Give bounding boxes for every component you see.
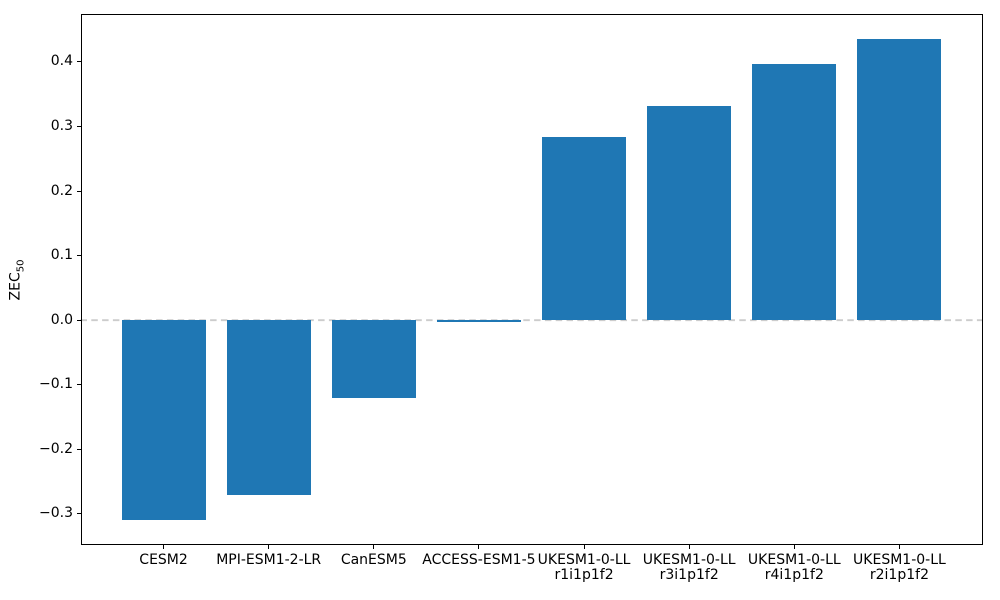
x-tick-label-line: UKESM1-0-LL (537, 552, 631, 568)
x-tick-label: CESM2 (139, 553, 188, 568)
x-tick-label-line: ACCESS-ESM1-5 (422, 552, 536, 568)
x-tick-label-line: MPI-ESM1-2-LR (216, 552, 322, 568)
y-tick-label: −0.1 (39, 376, 73, 393)
x-tick-label-line: CESM2 (139, 552, 188, 568)
x-tick-label-line: UKESM1-0-LL (642, 552, 736, 568)
x-tick-mark (268, 545, 270, 549)
x-tick-label-line: UKESM1-0-LL (747, 552, 841, 568)
y-tick-label: 0.0 (50, 311, 73, 328)
y-tick-label: −0.3 (39, 505, 73, 522)
x-tick-label: UKESM1-0-LL r3i1p1f2 (643, 553, 736, 583)
x-tick-mark (688, 545, 690, 549)
y-tick-label: −0.2 (39, 440, 73, 457)
x-tick-label-line: r3i1p1f2 (659, 567, 719, 583)
x-tick-mark (583, 545, 585, 549)
x-tick-mark (898, 545, 900, 549)
x-tick-mark (163, 545, 165, 549)
x-tick-label: MPI-ESM1-2-LR (216, 553, 321, 568)
plot-area (80, 14, 983, 545)
x-tick-label-line: r2i1p1f2 (869, 567, 929, 583)
x-tick-label-line: r1i1p1f2 (554, 567, 614, 583)
y-tick-label: 0.4 (50, 53, 73, 70)
y-tick-label: 0.2 (50, 182, 73, 199)
x-tick-label-line: UKESM1-0-LL (853, 552, 946, 568)
x-tick-mark (793, 545, 795, 549)
y-tick-label: 0.3 (50, 117, 73, 134)
y-tick-label: 0.1 (50, 247, 73, 264)
x-tick-label: UKESM1-0-LL r4i1p1f2 (748, 553, 841, 583)
y-axis-label-sub: 50 (15, 259, 27, 272)
x-tick-mark (373, 545, 375, 549)
x-tick-mark (478, 545, 480, 549)
x-tick-label-line: r4i1p1f2 (764, 567, 824, 583)
x-tick-label-line: CanESM5 (340, 552, 407, 568)
x-tick-label: CanESM5 (341, 553, 407, 568)
x-tick-label: UKESM1-0-LL r2i1p1f2 (853, 553, 946, 583)
x-tick-label: UKESM1-0-LL r1i1p1f2 (538, 553, 631, 583)
y-axis-label-main: ZEC (7, 271, 24, 300)
x-tick-label: ACCESS-ESM1-5 (422, 553, 535, 568)
y-axis-label: ZEC50 (8, 259, 27, 300)
